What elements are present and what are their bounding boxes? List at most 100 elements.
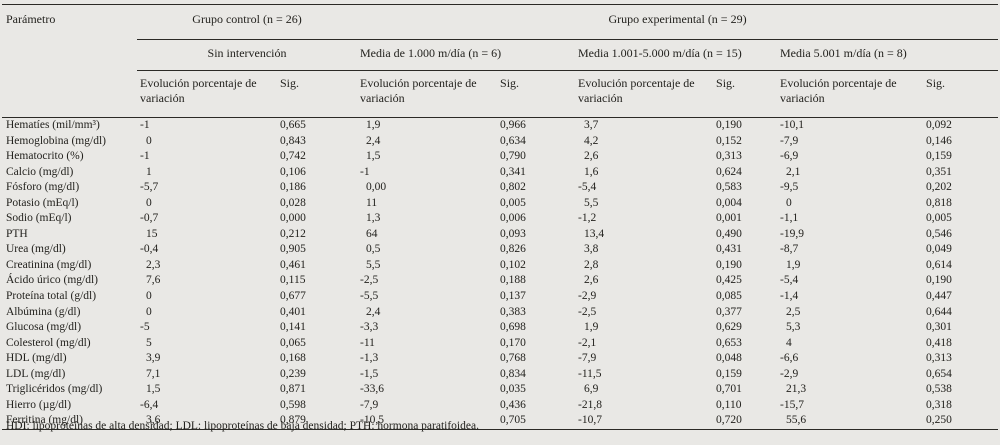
evolution-value-cell: -1,3: [360, 352, 379, 365]
evolution-value-cell: 13,4: [584, 227, 605, 240]
evolution-value-cell: -8,7: [780, 243, 799, 256]
parameter-cell: HDL (mg/dl): [6, 352, 67, 365]
evolution-value-cell: 2,1: [786, 165, 801, 178]
evolution-value-cell: 1,9: [584, 321, 599, 334]
sig-value-cell: 0,313: [926, 352, 952, 365]
measure-header-sig: Sig.: [716, 76, 736, 90]
evolution-value-cell: -2,5: [360, 274, 379, 287]
parameter-cell: Colesterol (mg/dl): [6, 336, 91, 349]
evolution-value-cell: 4: [786, 336, 792, 349]
evolution-value-cell: 0: [146, 196, 152, 209]
sig-value-cell: 0,106: [280, 165, 306, 178]
evolution-value-cell: 3,6: [146, 414, 161, 427]
evolution-value-cell: -2,1: [578, 336, 597, 349]
sig-value-cell: 0,005: [500, 196, 526, 209]
table-body: Hematíes (mil/mm³) -1 0,665 1,9 0,966 3,7 0,19…: [2, 116, 999, 430]
evolution-value-cell: 1,3: [366, 212, 381, 225]
evolution-value-cell: -1,2: [578, 212, 597, 225]
table-row: LDL (mg/dl) 7,1 0,239 -1,5 0,834 -11,5 0,159 -2…: [2, 367, 998, 383]
sig-value-cell: 0,905: [280, 243, 306, 256]
sig-value-cell: 0,239: [280, 367, 306, 380]
evolution-value-cell: -1: [137, 116, 277, 134]
parameter-cell: Triglicéridos (mg/dl): [6, 383, 103, 396]
table-row: HDL (mg/dl) 3,9 0,168 -1,3 0,768 -7,9 0,048 -6,…: [2, 351, 998, 367]
evolution-value-cell: 2,6: [584, 274, 599, 287]
sig-value-cell: 0,665: [277, 116, 358, 134]
sig-value-cell: 0,418: [926, 336, 952, 349]
evolution-value-cell: -6,9: [780, 150, 799, 163]
evolution-value-cell: 0,5: [366, 243, 381, 256]
evolution-value-cell: -9,5: [780, 181, 799, 194]
parameter-cell: Creatinina (mg/dl): [6, 258, 92, 271]
evolution-value-cell: 2,3: [146, 258, 161, 271]
evolution-value-cell: 21,3: [786, 383, 807, 396]
table-row: Urea (mg/dl) -0,4 0,905 0,5 0,826 3,8 0,431 -8,…: [2, 242, 998, 258]
evolution-value-cell: 0: [786, 196, 792, 209]
sig-value-cell: 0,110: [716, 398, 742, 411]
sig-value-cell: 0,137: [500, 290, 526, 303]
parameter-cell: Proteína total (g/dl): [6, 290, 97, 303]
sig-value-cell: 0,049: [926, 243, 952, 256]
evolution-value-cell: -11: [360, 336, 375, 349]
sig-value-cell: 0,190: [713, 116, 778, 134]
sig-value-cell: 0,141: [280, 321, 306, 334]
evolution-value-cell: 7,1: [146, 367, 161, 380]
evolution-value-cell: -10,5: [360, 414, 384, 427]
sig-value-cell: 0,301: [926, 321, 952, 334]
evolution-value-cell: -2,9: [780, 367, 799, 380]
sig-value-cell: 0,190: [926, 274, 952, 287]
sig-value-cell: 0,701: [716, 383, 742, 396]
table-row: Glucosa (mg/dl) -5 0,141 -3,3 0,698 1,9 0,629 5…: [2, 320, 998, 336]
table-row: Hematocrito (%) -1 0,742 1,5 0,790 2,6 0,313 -6…: [2, 149, 998, 165]
sig-value-cell: 0,159: [926, 150, 952, 163]
evolution-value-cell: 1,9: [357, 116, 498, 134]
sig-value-cell: 0,742: [280, 150, 306, 163]
evolution-value-cell: -5,7: [140, 181, 159, 194]
sig-value-cell: 0,654: [926, 367, 952, 380]
sig-value-cell: 0,093: [500, 227, 526, 240]
sig-value-cell: 0,834: [500, 367, 526, 380]
evolution-value-cell: 0: [146, 134, 152, 147]
table-row: Potasio (mEq/l) 0 0,028 11 0,005 5,5 0,004 0 0,8…: [2, 196, 998, 212]
table-row: Colesterol (mg/dl) 5 0,065 -11 0,170 -2,1 0,65…: [2, 336, 998, 352]
sig-value-cell: 0,538: [926, 383, 952, 396]
sig-value-cell: 0,720: [716, 414, 742, 427]
sig-value-cell: 0,146: [926, 134, 952, 147]
evolution-value-cell: -5,4: [780, 274, 799, 287]
evolution-value-cell: 1,9: [786, 258, 801, 271]
sig-value-cell: 0,966: [497, 116, 576, 134]
group-header-experimental: Grupo experimental (n = 29): [357, 4, 999, 40]
sig-value-cell: 0,351: [926, 165, 952, 178]
subgroup-header-media-5001: Media 5.001 m/día (n = 8): [777, 39, 999, 71]
sig-value-cell: 0,436: [500, 398, 526, 411]
subgroup-header-media-1000: Media de 1.000 m/día (n = 6): [357, 39, 576, 71]
parameter-cell: Glucosa (mg/dl): [6, 321, 82, 334]
sig-value-cell: 0,802: [500, 181, 526, 194]
measure-header-evolucion: Evolución porcentaje de variación: [360, 76, 477, 105]
table-row: Albúmina (g/dl) 0 0,401 2,4 0,383 -2,5 0,377 2,…: [2, 305, 998, 321]
evolution-value-cell: 55,6: [786, 414, 807, 427]
header-row-subgroups: Sin intervención Media de 1.000 m/día (n…: [2, 39, 999, 71]
sig-value-cell: 0,092: [923, 116, 999, 134]
sig-value-cell: 0,377: [716, 305, 742, 318]
table-row: Calcio (mg/dl) 1 0,106 -1 0,341 1,6 0,624 2,1 0,…: [2, 165, 998, 181]
sig-value-cell: 0,202: [926, 181, 952, 194]
sig-value-cell: 0,790: [500, 150, 526, 163]
sig-value-cell: 0,614: [926, 258, 952, 271]
measure-header-evolucion: Evolución porcentaje de variación: [578, 76, 695, 105]
evolution-value-cell: 1,5: [366, 150, 381, 163]
sig-value-cell: 0,341: [500, 165, 526, 178]
sig-value-cell: 0,085: [716, 290, 742, 303]
parameter-cell: Ferritina (mg/dl): [6, 414, 83, 427]
sig-value-cell: 0,115: [280, 274, 306, 287]
parameter-cell: Hierro (µg/dl): [6, 398, 72, 411]
sig-value-cell: 0,546: [926, 227, 952, 240]
evolution-value-cell: -5,4: [578, 181, 597, 194]
parameter-cell: PTH: [6, 227, 28, 240]
sig-value-cell: 0,028: [280, 196, 306, 209]
parameter-cell: Hemoglobina (mg/dl): [6, 134, 106, 147]
evolution-value-cell: 0: [146, 305, 152, 318]
table-row: Ácido úrico (mg/dl) 7,6 0,115 -2,5 0,188 2,6 0…: [2, 273, 998, 289]
evolution-value-cell: 0: [146, 290, 152, 303]
sig-value-cell: 0,698: [500, 321, 526, 334]
